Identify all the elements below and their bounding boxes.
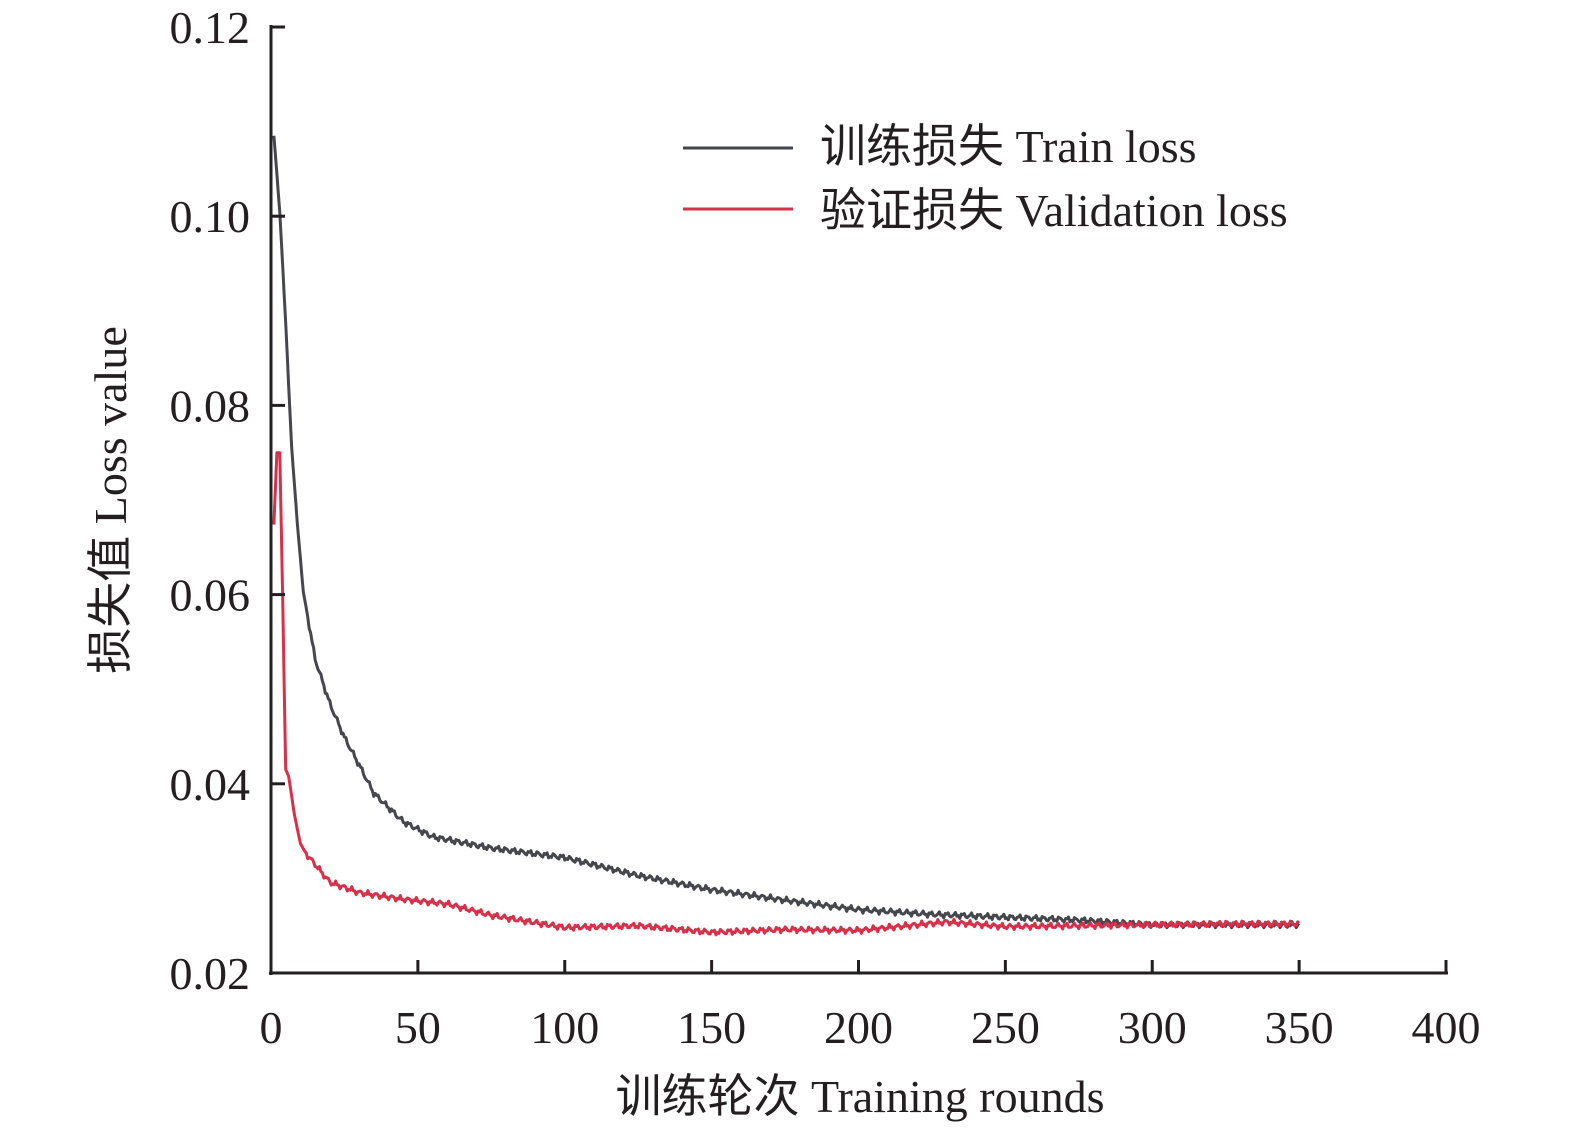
legend: 训练损失 Train loss 验证损失 Validation loss	[683, 121, 1288, 236]
x-tick-label: 100	[530, 1002, 599, 1053]
y-tick-label: 0.02	[170, 948, 251, 999]
x-tick-label: 200	[824, 1002, 893, 1053]
x-axis-label: 训练轮次 Training rounds	[616, 1071, 1105, 1122]
validation-loss-line	[272, 451, 1301, 937]
y-tick-label: 0.04	[170, 759, 251, 810]
ticks-layer: 0 50 100 150 200 250 300 350 400 0.02 0.04 0.06 0.08…	[170, 2, 1481, 1053]
legend-label-train: 训练损失 Train loss	[820, 121, 1197, 172]
y-tick-label: 0.12	[170, 2, 251, 53]
x-tick-label: 150	[677, 1002, 746, 1053]
series-layer	[272, 135, 1301, 937]
x-tick-label: 400	[1412, 1002, 1481, 1053]
x-tick-label: 300	[1118, 1002, 1187, 1053]
x-tick-label: 50	[395, 1002, 441, 1053]
train-loss-line	[272, 135, 1301, 930]
x-tick-label: 250	[971, 1002, 1040, 1053]
y-tick-label: 0.08	[170, 380, 251, 431]
x-tick-label: 0	[260, 1002, 283, 1053]
y-tick-label: 0.10	[170, 191, 251, 242]
y-axis-label: 损失值 Loss value	[85, 326, 136, 674]
legend-label-validation: 验证损失 Validation loss	[820, 185, 1288, 236]
y-tick-label: 0.06	[170, 570, 251, 621]
x-tick-label: 350	[1265, 1002, 1334, 1053]
